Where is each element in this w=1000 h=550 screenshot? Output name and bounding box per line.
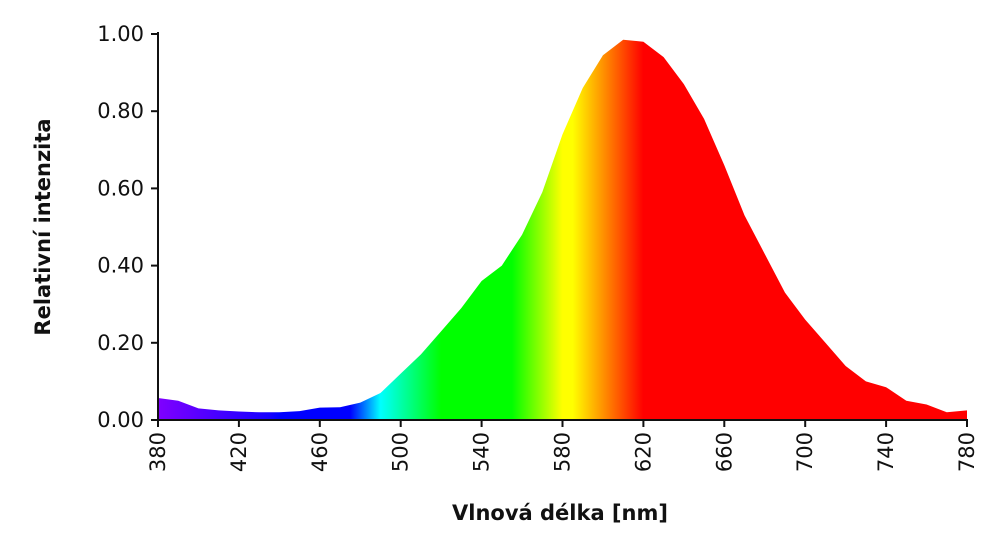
y-tick-label: 0.40 — [97, 254, 144, 278]
x-tick-label: 700 — [793, 432, 817, 472]
y-tick-label: 1.00 — [97, 22, 144, 46]
x-tick-label: 780 — [955, 432, 979, 472]
x-tick-label: 380 — [146, 432, 170, 472]
x-axis-title: Vlnová délka [nm] — [452, 501, 668, 525]
y-tick-label: 0.00 — [97, 408, 144, 432]
y-tick-label: 0.60 — [97, 176, 144, 200]
x-tick-label: 580 — [551, 432, 575, 472]
x-tick-label: 420 — [227, 432, 251, 472]
y-tick-label: 0.20 — [97, 331, 144, 355]
x-tick-label: 500 — [389, 432, 413, 472]
x-tick-label: 540 — [470, 432, 494, 472]
x-tick-label: 740 — [874, 432, 898, 472]
x-tick-label: 620 — [631, 432, 655, 472]
y-tick-label: 0.80 — [97, 99, 144, 123]
y-axis-title: Relativní intenzita — [31, 118, 55, 335]
x-tick-label: 460 — [308, 432, 332, 472]
x-tick-label: 660 — [712, 432, 736, 472]
spectrum-area — [158, 39, 967, 420]
